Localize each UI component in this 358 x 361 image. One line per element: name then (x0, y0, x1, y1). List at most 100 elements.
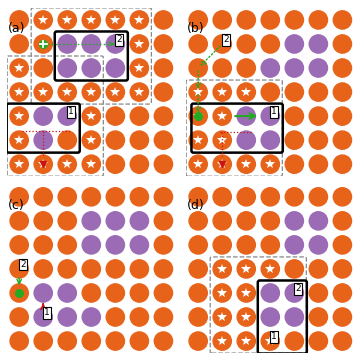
Circle shape (261, 188, 280, 206)
Circle shape (154, 131, 173, 149)
Circle shape (10, 107, 28, 125)
Circle shape (309, 83, 328, 101)
Circle shape (237, 35, 255, 53)
Circle shape (130, 188, 149, 206)
Circle shape (213, 155, 231, 173)
Circle shape (213, 236, 231, 254)
Circle shape (213, 11, 231, 29)
Circle shape (82, 83, 101, 101)
Circle shape (10, 212, 28, 230)
Circle shape (189, 59, 207, 77)
Circle shape (130, 308, 149, 326)
Circle shape (130, 212, 149, 230)
Circle shape (106, 83, 125, 101)
Circle shape (58, 308, 76, 326)
Circle shape (333, 59, 352, 77)
Circle shape (10, 131, 28, 149)
Circle shape (58, 260, 76, 278)
Circle shape (34, 212, 52, 230)
Text: (b): (b) (187, 22, 205, 35)
Circle shape (130, 107, 149, 125)
Circle shape (309, 11, 328, 29)
Circle shape (261, 59, 280, 77)
Circle shape (130, 332, 149, 350)
Circle shape (82, 332, 101, 350)
Circle shape (261, 332, 280, 350)
Circle shape (58, 236, 76, 254)
Circle shape (82, 11, 101, 29)
Circle shape (154, 332, 173, 350)
Text: (c): (c) (8, 199, 25, 212)
Circle shape (130, 11, 149, 29)
Circle shape (58, 83, 76, 101)
Circle shape (189, 131, 207, 149)
Circle shape (82, 59, 101, 77)
Circle shape (333, 35, 352, 53)
Circle shape (309, 284, 328, 302)
Circle shape (34, 308, 52, 326)
Circle shape (106, 332, 125, 350)
Circle shape (213, 308, 231, 326)
Circle shape (189, 188, 207, 206)
Circle shape (154, 35, 173, 53)
Circle shape (82, 107, 101, 125)
Circle shape (237, 188, 255, 206)
Circle shape (10, 11, 28, 29)
Circle shape (285, 131, 304, 149)
Circle shape (130, 35, 149, 53)
Circle shape (261, 284, 280, 302)
Text: (d): (d) (187, 199, 205, 212)
Circle shape (237, 131, 255, 149)
Circle shape (10, 308, 28, 326)
Circle shape (58, 284, 76, 302)
Circle shape (309, 35, 328, 53)
Circle shape (154, 212, 173, 230)
Circle shape (154, 11, 173, 29)
Circle shape (82, 308, 101, 326)
Circle shape (333, 107, 352, 125)
Circle shape (261, 308, 280, 326)
Circle shape (285, 11, 304, 29)
Circle shape (34, 260, 52, 278)
Circle shape (82, 35, 101, 53)
Circle shape (261, 107, 280, 125)
Circle shape (333, 332, 352, 350)
Circle shape (34, 236, 52, 254)
Circle shape (34, 131, 52, 149)
Circle shape (333, 236, 352, 254)
Circle shape (106, 35, 125, 53)
Circle shape (309, 236, 328, 254)
Circle shape (333, 155, 352, 173)
Circle shape (10, 59, 28, 77)
Circle shape (106, 131, 125, 149)
Text: 1: 1 (44, 308, 50, 317)
Circle shape (82, 260, 101, 278)
Circle shape (309, 107, 328, 125)
Circle shape (154, 284, 173, 302)
Circle shape (285, 188, 304, 206)
Circle shape (34, 284, 52, 302)
Circle shape (189, 212, 207, 230)
Circle shape (189, 107, 207, 125)
Circle shape (309, 212, 328, 230)
Circle shape (237, 332, 255, 350)
Circle shape (82, 284, 101, 302)
Circle shape (213, 35, 231, 53)
Text: 2: 2 (295, 284, 301, 293)
Circle shape (82, 131, 101, 149)
Circle shape (285, 59, 304, 77)
Circle shape (309, 188, 328, 206)
Circle shape (106, 236, 125, 254)
Circle shape (189, 284, 207, 302)
Circle shape (309, 59, 328, 77)
Circle shape (154, 308, 173, 326)
Circle shape (333, 131, 352, 149)
Circle shape (237, 59, 255, 77)
Circle shape (261, 155, 280, 173)
Circle shape (333, 308, 352, 326)
Circle shape (106, 155, 125, 173)
Circle shape (34, 83, 52, 101)
Text: 2: 2 (116, 35, 122, 44)
Circle shape (10, 260, 28, 278)
Circle shape (154, 155, 173, 173)
